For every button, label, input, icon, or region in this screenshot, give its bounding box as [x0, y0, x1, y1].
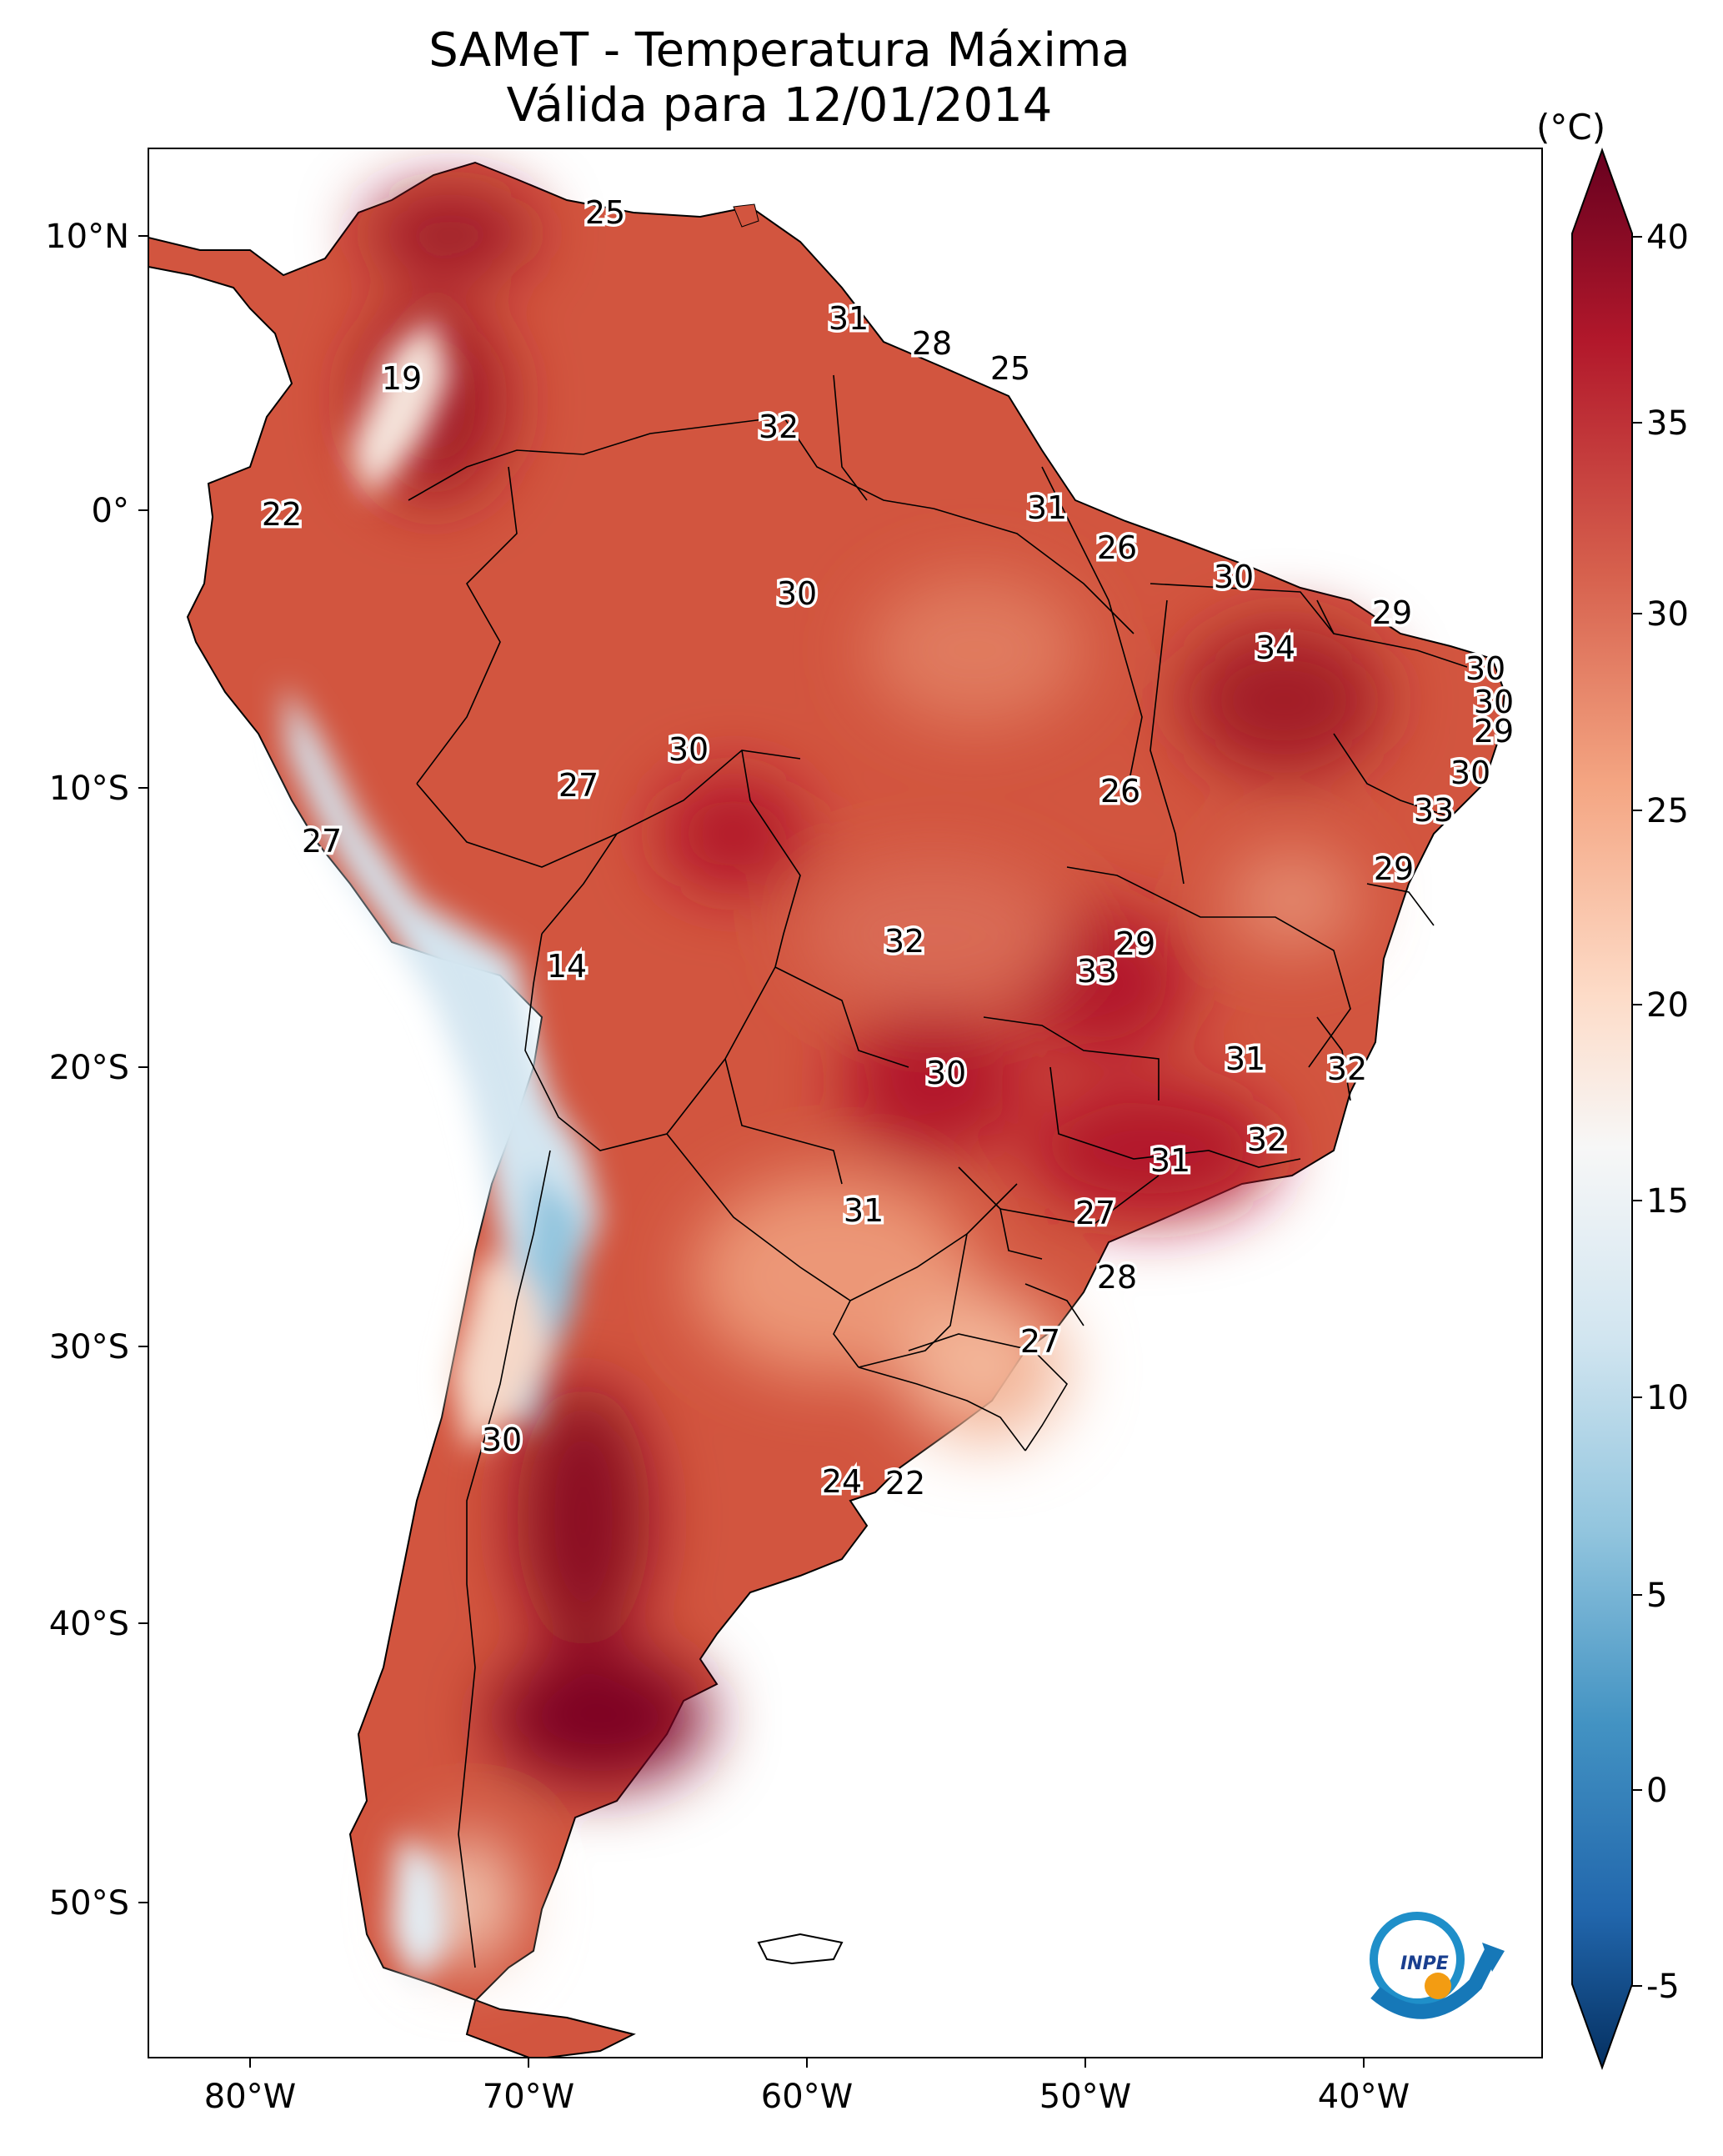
- contour-label: 29: [1474, 713, 1514, 750]
- colorbar-tick: 10: [1646, 1379, 1689, 1417]
- contour-label: 31: [1027, 489, 1067, 526]
- map-title: SAMeT - Temperatura Máxima: [428, 23, 1130, 78]
- country-borders: [408, 374, 1468, 1968]
- lon-label: 70°W: [483, 2078, 574, 2116]
- lon-label: 40°W: [1318, 2078, 1410, 2116]
- lat-label: 10°N: [45, 218, 129, 256]
- lat-label: 0°: [92, 492, 129, 530]
- colorbar-tick: 5: [1646, 1577, 1667, 1615]
- contour-label: 32: [759, 409, 799, 445]
- latitude-axis: 10°N 0° 10°S 20°S 30°S 40°S 50°S: [45, 218, 148, 1923]
- contour-label: 32: [1327, 1050, 1367, 1087]
- colorbar-tick: 20: [1646, 986, 1689, 1025]
- contour-label: 32: [1247, 1121, 1287, 1158]
- contour-label: 22: [262, 496, 302, 533]
- colorbar-tick: 30: [1646, 595, 1689, 634]
- contour-label: 30: [1450, 755, 1490, 791]
- contour-label: 19: [382, 360, 422, 397]
- contour-label: 30: [482, 1421, 522, 1458]
- lon-label: 80°W: [204, 2078, 296, 2116]
- lon-label: 60°W: [761, 2078, 853, 2116]
- contour-label: 26: [1100, 773, 1140, 810]
- inpe-logo: INPE: [1370, 1912, 1505, 2019]
- colorbar-unit: (°C): [1536, 107, 1606, 148]
- contour-label: 29: [1374, 850, 1414, 887]
- contour-label: 31: [1150, 1142, 1190, 1179]
- colorbar-tick: 25: [1646, 792, 1689, 830]
- lat-label: 30°S: [49, 1328, 129, 1366]
- lat-label: 40°S: [49, 1605, 129, 1643]
- colorbar-tick: 15: [1646, 1182, 1689, 1221]
- contour-label: 27: [302, 823, 342, 860]
- contour-label: 27: [1075, 1195, 1115, 1231]
- contour-label: 29: [1115, 925, 1155, 962]
- map-subtitle: Válida para 12/01/2014: [506, 78, 1053, 133]
- contour-label: 22: [885, 1465, 925, 1502]
- contour-label: 30: [1214, 559, 1254, 595]
- contour-label: 33: [1414, 792, 1454, 829]
- contour-label: 31: [844, 1192, 884, 1229]
- contour-label: 28: [1097, 1259, 1137, 1296]
- colorbar-tick: -5: [1646, 1968, 1680, 2006]
- contour-label: 27: [1020, 1323, 1060, 1360]
- colorbar-tick: 40: [1646, 218, 1689, 257]
- contour-label: 31: [829, 300, 869, 337]
- south-america-landmass: [148, 161, 1506, 2058]
- contour-label: 30: [926, 1055, 966, 1091]
- contour-label: 24: [822, 1463, 862, 1500]
- caribbean-island: [733, 203, 759, 228]
- contour-label: 30: [1474, 684, 1514, 720]
- contour-label: 25: [990, 350, 1030, 387]
- contour-label: 31: [1225, 1040, 1265, 1077]
- contour-label: 30: [777, 575, 817, 612]
- contour-label: 25: [585, 194, 625, 231]
- contour-label: 26: [1097, 529, 1137, 566]
- logo-text: INPE: [1400, 1953, 1449, 1974]
- lon-label: 50°W: [1039, 2078, 1131, 2116]
- falkland-islands: [757, 1933, 844, 1965]
- contour-labels: 25 31 28 25 19 32 22 31 26 30 30 29 34 3…: [258, 192, 1516, 1505]
- contour-label: 29: [1372, 594, 1412, 631]
- contour-label: 14: [547, 948, 587, 985]
- contour-label: 34: [1255, 629, 1295, 666]
- longitude-axis: 80°W 70°W 60°W 50°W 40°W: [204, 2058, 1410, 2116]
- contour-label: 32: [884, 923, 924, 960]
- colorbar-tick: 35: [1646, 404, 1689, 443]
- colorbar-tick: 0: [1646, 1772, 1667, 1810]
- map-frame: [148, 148, 1543, 2058]
- colorbar: 40 35 30 25 20 15 10 5 0 -5: [1571, 148, 1689, 2070]
- contour-label: 28: [912, 325, 952, 362]
- lat-label: 20°S: [49, 1049, 129, 1087]
- contour-label: 33: [1077, 953, 1117, 990]
- contour-label: 30: [669, 731, 709, 768]
- lat-label: 10°S: [49, 770, 129, 808]
- lat-label: 50°S: [49, 1884, 129, 1923]
- contour-label: 27: [558, 767, 599, 804]
- contour-label: 30: [1465, 650, 1505, 687]
